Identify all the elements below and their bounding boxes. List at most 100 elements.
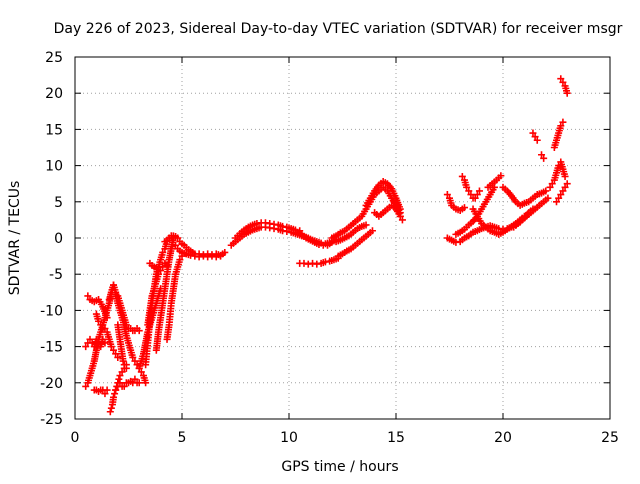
- data-point: [398, 216, 406, 224]
- series-arc-41: [557, 75, 571, 97]
- y-tick-label: -15: [40, 340, 63, 356]
- data-point: [362, 221, 370, 229]
- data-point: [538, 151, 546, 159]
- data-point: [531, 133, 539, 141]
- data-point: [563, 180, 571, 188]
- data-point: [561, 172, 569, 180]
- data-point: [120, 382, 128, 390]
- data-point: [142, 379, 150, 387]
- chart-title: Day 226 of 2023, Sidereal Day-to-day VTE…: [54, 21, 623, 37]
- series-arc-30: [443, 191, 468, 214]
- data-point: [119, 357, 127, 365]
- y-tick-label: -25: [40, 412, 63, 428]
- x-tick-label: 5: [178, 430, 187, 446]
- data-point: [553, 198, 560, 206]
- data-point: [559, 187, 567, 195]
- series-arc-10: [114, 321, 130, 372]
- data-point: [497, 172, 505, 180]
- data-point: [103, 386, 111, 394]
- data-point: [122, 321, 130, 329]
- y-axis-label: SDTVAR / TECUs: [7, 181, 23, 296]
- data-point: [176, 256, 184, 264]
- series-arc-25: [334, 227, 376, 260]
- data-point: [563, 89, 571, 97]
- data-point: [559, 118, 567, 126]
- data-point: [154, 263, 162, 271]
- data-point: [106, 408, 114, 416]
- data-point: [101, 390, 109, 398]
- data-point: [120, 361, 128, 369]
- data-point: [529, 129, 537, 137]
- data-point: [137, 368, 145, 376]
- data-point: [110, 346, 118, 354]
- data-point: [112, 386, 120, 394]
- grid-layer: [75, 57, 610, 419]
- data-point: [122, 364, 130, 372]
- data-point: [101, 325, 109, 332]
- data-point: [116, 372, 124, 380]
- data-point: [463, 183, 471, 191]
- data-point: [131, 375, 139, 383]
- data-point: [82, 382, 90, 390]
- data-point: [460, 204, 468, 212]
- series-arc-39: [546, 158, 569, 191]
- series-arc-28: [388, 194, 406, 224]
- data-point: [546, 183, 554, 191]
- y-tick-label: 10: [45, 159, 63, 175]
- series-arc-8: [105, 281, 150, 387]
- data-point: [217, 252, 225, 260]
- y-tick-label: -5: [49, 267, 63, 283]
- data-point: [473, 191, 481, 199]
- series-arc-14: [146, 259, 162, 272]
- series-arc-13: [144, 259, 171, 329]
- series-arc-18: [172, 241, 225, 261]
- data-point: [368, 227, 376, 235]
- data-point: [561, 183, 569, 191]
- series-arc-38: [538, 151, 548, 162]
- data-point: [467, 191, 475, 199]
- data-point: [84, 292, 92, 300]
- data-point: [82, 343, 90, 351]
- data-point: [159, 248, 167, 256]
- series-arc-16: [163, 252, 186, 343]
- tick-layer: 0 5 10 15 20 25 25 20 15 10 5 0 -5 -10 -15 -20 -25: [40, 50, 619, 446]
- data-point: [110, 393, 118, 401]
- y-tick-label: 20: [45, 86, 63, 102]
- y-tick-label: 0: [54, 231, 63, 247]
- data-point: [112, 350, 120, 358]
- y-tick-label: 5: [54, 195, 63, 211]
- data-point: [542, 187, 550, 195]
- x-tick-label: 0: [71, 430, 80, 446]
- series-arc-24: [332, 221, 370, 246]
- data-point: [135, 327, 143, 335]
- data-point: [458, 172, 466, 180]
- points-layer: [82, 75, 571, 416]
- series-arc-42: [553, 180, 571, 206]
- data-point: [135, 379, 143, 387]
- data-point: [111, 390, 119, 398]
- data-point: [157, 267, 165, 275]
- series-arc-40: [550, 118, 567, 151]
- data-point: [114, 353, 122, 361]
- series-arc-37: [529, 129, 541, 144]
- data-point: [86, 335, 94, 343]
- series-arc-20: [232, 219, 304, 242]
- x-tick-label: 10: [280, 430, 298, 446]
- data-point: [396, 212, 404, 220]
- series-arc-32: [458, 172, 483, 202]
- series-arc-35: [499, 183, 550, 209]
- series-arc-4: [90, 386, 111, 398]
- data-point: [115, 375, 123, 383]
- data-point: [116, 379, 124, 387]
- data-point: [107, 404, 115, 412]
- data-point: [107, 343, 115, 351]
- data-point: [557, 75, 565, 83]
- data-point: [390, 198, 398, 206]
- data-point: [221, 248, 229, 256]
- data-point: [533, 136, 541, 144]
- data-point: [154, 270, 162, 278]
- series-arc-34: [484, 172, 505, 191]
- data-point: [97, 321, 105, 329]
- data-point: [540, 154, 548, 162]
